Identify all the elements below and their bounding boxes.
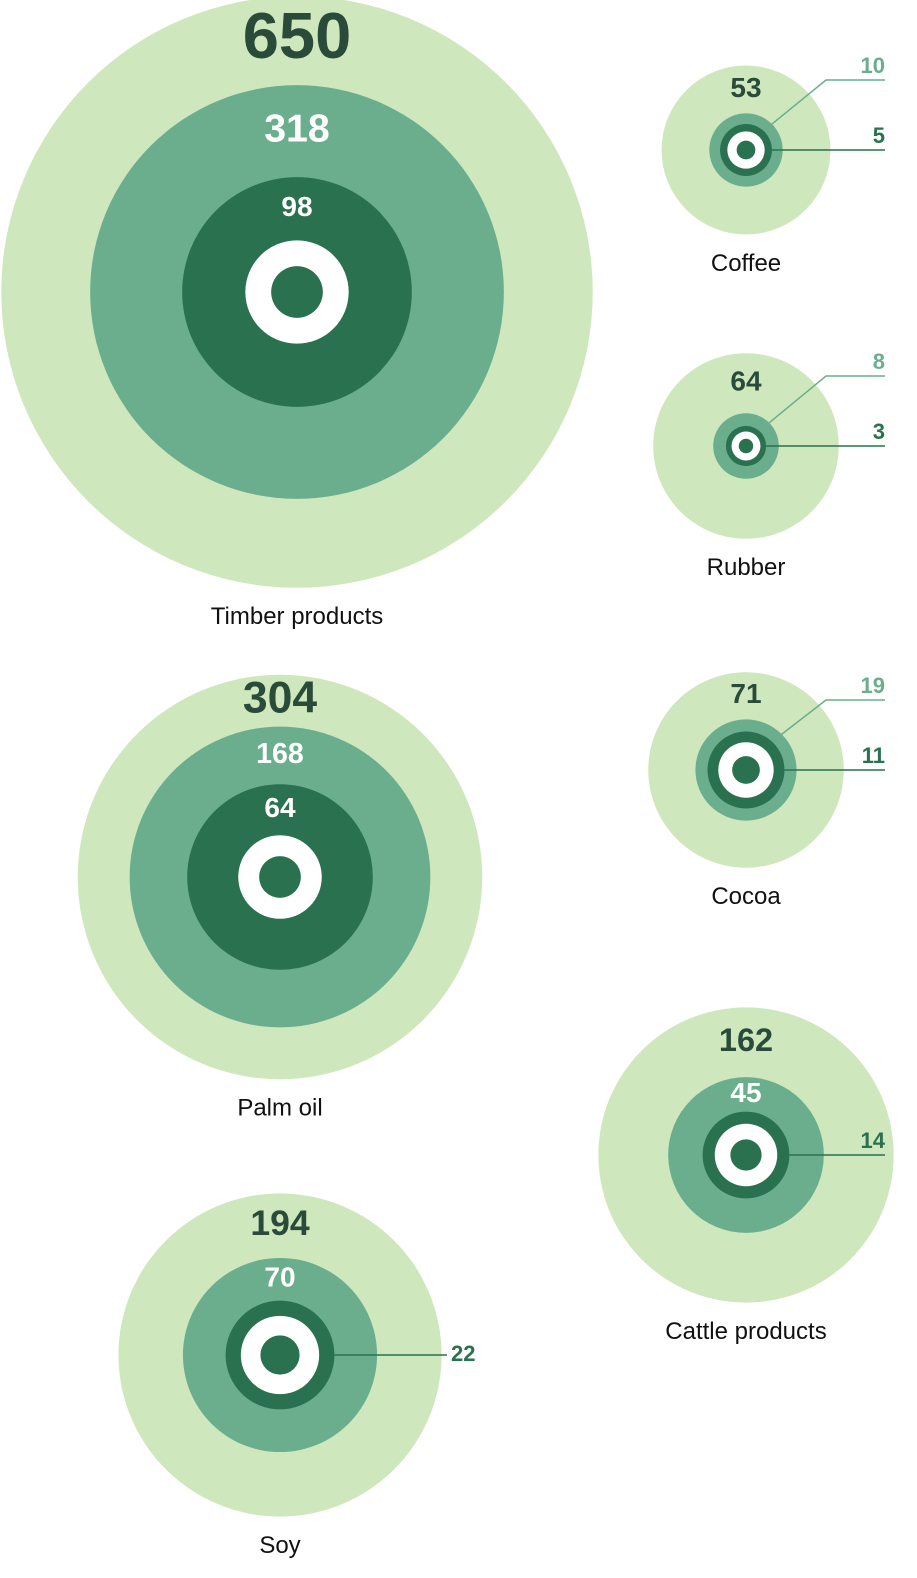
category-label: Timber products <box>211 603 384 630</box>
middle-value-label: 70 <box>264 1262 295 1293</box>
inner-value-label: 22 <box>451 1341 475 1366</box>
category-label: Cocoa <box>711 883 781 910</box>
inner-value-label: 14 <box>861 1128 886 1153</box>
outer-value-label: 194 <box>250 1203 310 1243</box>
callout-line <box>771 79 885 125</box>
inner-value-label: 3 <box>873 419 885 444</box>
icon-glyph <box>259 856 301 898</box>
outer-value-label: 304 <box>243 673 317 722</box>
inner-value-label: 5 <box>873 123 885 148</box>
category-label: Coffee <box>711 250 781 277</box>
outer-value-label: 650 <box>243 0 352 72</box>
icon-glyph <box>730 1139 762 1171</box>
outer-value-label: 64 <box>730 366 762 397</box>
middle-value-label: 8 <box>873 349 885 374</box>
middle-value-label: 19 <box>861 673 885 698</box>
callout-line <box>768 375 885 424</box>
middle-value-label: 168 <box>256 738 304 770</box>
category-label: Palm oil <box>237 1095 322 1122</box>
outer-value-label: 162 <box>719 1022 773 1058</box>
icon-glyph <box>738 438 754 454</box>
inner-value-label: 98 <box>281 191 312 222</box>
category-label: Soy <box>259 1532 300 1559</box>
inner-value-label: 64 <box>264 792 296 823</box>
category-label: Rubber <box>707 554 786 581</box>
icon-glyph <box>732 756 760 784</box>
inner-value-label: 11 <box>862 743 885 768</box>
icon-glyph <box>260 1335 300 1375</box>
category-label: Cattle products <box>665 1318 826 1345</box>
icon-glyph <box>736 140 756 160</box>
middle-value-label: 10 <box>861 53 885 78</box>
outer-value-label: 71 <box>730 678 761 709</box>
callout-line <box>781 699 885 735</box>
outer-value-label: 53 <box>730 72 761 103</box>
middle-value-label: 318 <box>264 107 330 151</box>
middle-value-label: 45 <box>730 1077 761 1108</box>
icon-glyph <box>271 266 323 318</box>
